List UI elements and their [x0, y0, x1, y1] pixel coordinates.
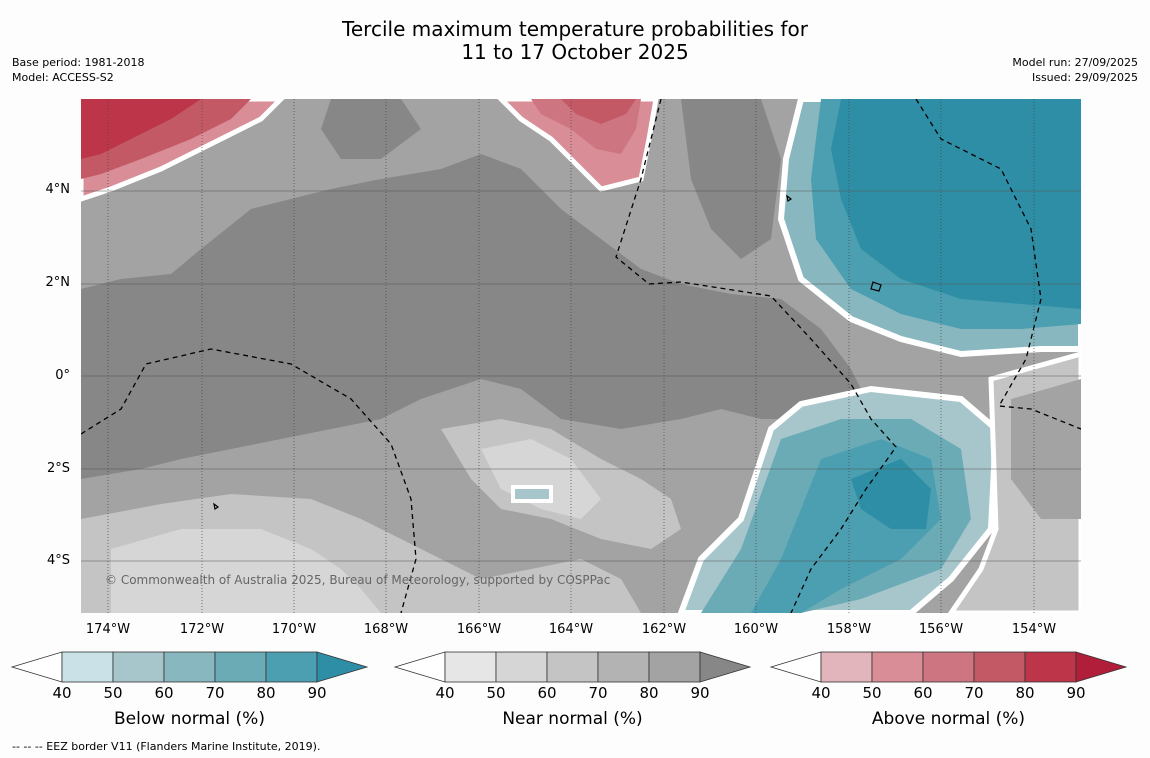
lat-label-4s: 4°S [46, 553, 70, 568]
colorbar-below-low-extension [10, 651, 63, 683]
model-name: Model: ACCESS-S2 [12, 71, 114, 84]
colorbar-above-normal [769, 651, 1128, 683]
lat-label-2s: 2°S [46, 461, 70, 476]
colorbar-near-segment [546, 651, 599, 683]
colorbar-above-low-extension [769, 651, 822, 683]
colorbar-above-tick: 50 [862, 684, 882, 702]
colorbar-below-segment [265, 651, 318, 683]
colorbar-near-segment [648, 651, 701, 683]
colorbar-below-high-extension [316, 651, 369, 683]
lon-label-170w: 170°W [271, 622, 317, 637]
colorbar-near-segment [495, 651, 548, 683]
islands [213, 194, 882, 510]
lon-label-156w: 156°W [918, 622, 964, 637]
eez-footnote: -- -- -- EEZ border V11 (Flanders Marine… [12, 740, 321, 753]
lon-label-172w: 172°W [179, 622, 225, 637]
colorbar-below-segment [214, 651, 267, 683]
colorbar-near-tick: 90 [690, 684, 710, 702]
issued-date: Issued: 29/09/2025 [1031, 71, 1138, 84]
eez-border-2 [615, 99, 897, 613]
near-normal-60-region [111, 529, 381, 613]
title-line-1: Tercile maximum temperature probabilitie… [342, 17, 808, 41]
lon-label-158w: 158°W [826, 622, 872, 637]
probability-map: © Commonwealth of Australia 2025, Bureau… [81, 99, 1081, 613]
island-1 [870, 281, 882, 292]
below-normal-deep-se [851, 459, 931, 529]
colorbar-above-tick: 80 [1015, 684, 1035, 702]
colorbar-above-segment [973, 651, 1026, 683]
graticule [81, 190, 1081, 562]
lon-label-164w: 164°W [548, 622, 594, 637]
below-normal-core-ne [831, 99, 1081, 309]
colorbar-label-below: Below normal (%) [114, 709, 265, 729]
colorbar-above-tick: 70 [964, 684, 984, 702]
colorbar-near-tick: 80 [639, 684, 659, 702]
colorbar-below-segment [163, 651, 216, 683]
colorbar-below-tick: 70 [205, 684, 225, 702]
eez-border-1 [81, 348, 417, 613]
base-period: Base period: 1981-2018 [12, 56, 145, 69]
above-normal-core-nw [81, 99, 201, 159]
colorbar-below-tick: 40 [52, 684, 72, 702]
model-run: Model run: 27/09/2025 [1012, 56, 1138, 69]
lat-label-4n: 4°N [45, 182, 71, 197]
lon-label-154w: 154°W [1011, 622, 1057, 637]
colorbar-near-low-extension [393, 651, 446, 683]
lon-label-174w: 174°W [85, 622, 131, 637]
lon-label-166w: 166°W [456, 622, 502, 637]
colorbar-below-tick: 90 [307, 684, 327, 702]
near-normal-90-region [81, 154, 871, 479]
colorbar-above-segment [922, 651, 975, 683]
lon-label-160w: 160°W [733, 622, 779, 637]
colorbar-near-segment [444, 651, 497, 683]
eez-border-3 [915, 99, 1081, 430]
colorbar-label-above: Above normal (%) [871, 709, 1026, 729]
colorbar-near-tick: 50 [486, 684, 506, 702]
meta-left: Base period: 1981-2018 Model: ACCESS-S2 [12, 55, 144, 85]
colorbar-label-near: Near normal (%) [502, 709, 643, 729]
lon-label-168w: 168°W [363, 622, 409, 637]
colorbar-below-tick: 60 [154, 684, 174, 702]
colorbar-above-tick: 90 [1066, 684, 1086, 702]
island-2 [786, 194, 793, 202]
colorbar-above-segment [1024, 651, 1077, 683]
below-normal-small-patch [511, 485, 553, 503]
colorbar-near-high-extension [699, 651, 752, 683]
colorbar-near-segment [597, 651, 650, 683]
colorbar-above-segment [820, 651, 873, 683]
copyright-notice: © Commonwealth of Australia 2025, Bureau… [105, 573, 610, 587]
title-line-2: 11 to 17 October 2025 [461, 40, 689, 64]
lat-label-2n: 2°N [45, 275, 71, 290]
near-normal-east-dark [1011, 379, 1081, 519]
colorbar-near-normal [393, 651, 752, 683]
colorbar-near-tick: 40 [435, 684, 455, 702]
colorbar-below-segment [61, 651, 114, 683]
colorbar-below-segment [112, 651, 165, 683]
colorbar-above-tick: 40 [811, 684, 831, 702]
colorbars [10, 651, 1128, 683]
meta-right: Model run: 27/09/2025 Issued: 29/09/2025 [1012, 55, 1138, 85]
above-normal-core-n [561, 99, 636, 124]
colorbar-near-tick: 60 [537, 684, 557, 702]
colorbar-above-high-extension [1075, 651, 1128, 683]
map-title: Tercile maximum temperature probabilitie… [0, 18, 1150, 64]
colorbar-below-tick: 80 [256, 684, 276, 702]
lat-label-0: 0° [55, 368, 70, 383]
colorbar-above-segment [871, 651, 924, 683]
eez-borders [81, 99, 1081, 613]
island-3 [213, 502, 220, 510]
colorbar-below-tick: 50 [103, 684, 123, 702]
colorbar-above-tick: 60 [913, 684, 933, 702]
near-normal-90-region-2 [321, 99, 421, 159]
colorbar-below-normal [10, 651, 369, 683]
lon-label-162w: 162°W [641, 622, 687, 637]
colorbar-near-tick: 70 [588, 684, 608, 702]
